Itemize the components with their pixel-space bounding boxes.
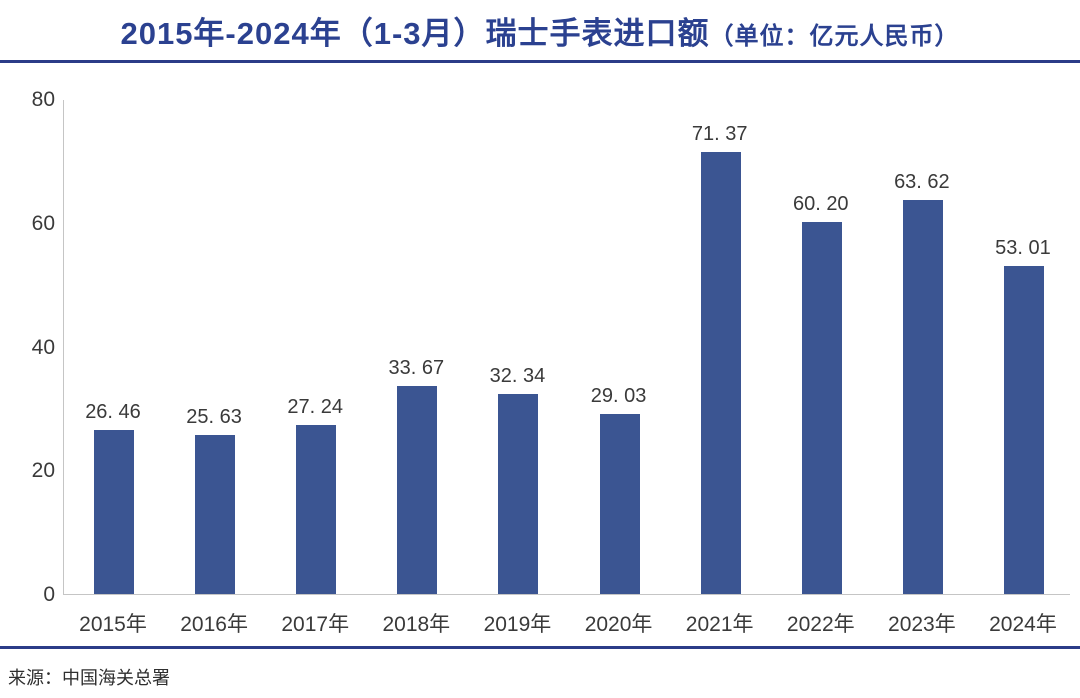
bar-value-label: 53. 01 <box>995 237 1051 259</box>
plot-area <box>63 100 1070 595</box>
bar-value-label: 25. 63 <box>186 406 242 429</box>
x-axis-label: 2019年 <box>483 613 552 636</box>
bar <box>397 385 438 594</box>
x-axis-label: 2023年 <box>888 613 956 636</box>
bar-value-label: 71. 37 <box>691 123 748 146</box>
footer-divider <box>0 646 1080 649</box>
bar <box>700 152 741 594</box>
bar-value-label: 60. 20 <box>792 192 849 215</box>
x-axis-label: 2018年 <box>382 613 451 636</box>
chart-title: 2015年-2024年（1-3月）瑞士手表进口额（单位：亿元人民币） <box>0 8 1080 53</box>
x-axis-label: 2022年 <box>786 613 855 636</box>
bar-value-label: 33. 67 <box>388 356 445 379</box>
y-axis-label: 20 <box>31 459 55 483</box>
bar-value-label: 32. 34 <box>489 364 546 387</box>
y-axis-label: 40 <box>31 335 55 359</box>
y-axis-label: 60 <box>31 211 55 235</box>
bar <box>94 430 134 594</box>
x-axis-label: 2017年 <box>281 613 350 636</box>
x-axis-label: 2024年 <box>989 613 1057 636</box>
title-divider <box>0 60 1080 63</box>
bar <box>498 393 539 594</box>
x-axis-label: 2016年 <box>180 613 248 636</box>
x-axis-label: 2021年 <box>685 613 754 636</box>
bar-value-label: 26. 46 <box>85 401 141 424</box>
bar <box>296 425 337 594</box>
bar-value-label: 63. 62 <box>894 171 950 194</box>
x-axis-label: 2015年 <box>79 613 147 636</box>
bar-value-label: 29. 03 <box>590 385 647 408</box>
y-axis-label: 0 <box>43 583 55 606</box>
chart-title-main: 2015年-2024年（1-3月）瑞士手表进口额 <box>120 16 710 51</box>
source-note: 来源：中国海关总署 <box>8 668 170 688</box>
bar <box>195 435 236 594</box>
bar <box>599 414 640 594</box>
bar <box>801 221 842 594</box>
bar-value-label: 27. 24 <box>287 396 344 419</box>
chart-title-unit: （单位：亿元人民币） <box>709 23 960 50</box>
x-axis-label: 2020年 <box>584 613 653 636</box>
y-axis-label: 80 <box>31 88 55 111</box>
bar <box>1003 266 1044 594</box>
bar <box>902 200 943 594</box>
